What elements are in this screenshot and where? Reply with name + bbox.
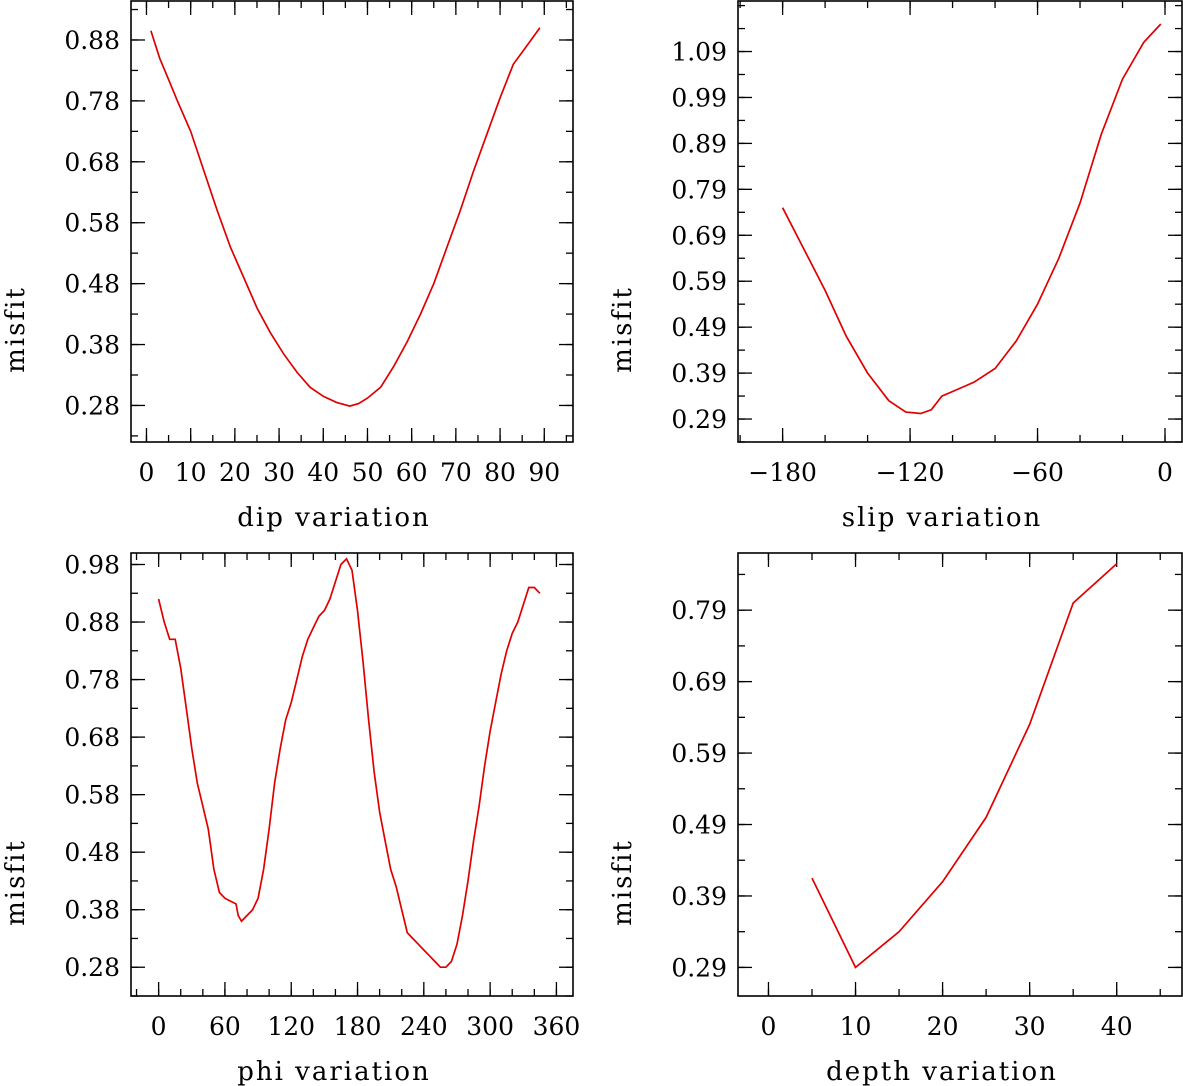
phi-y-tick-label: 0.58: [64, 781, 120, 810]
phi-x-tick-label: 60: [209, 1012, 241, 1041]
slip-y-tick-label: 0.79: [671, 175, 727, 204]
dip-x-tick-label: 0: [139, 458, 155, 487]
slip-y-tick-label: 0.99: [671, 83, 727, 112]
dip-x-tick-label: 80: [484, 458, 516, 487]
depth-x-tick-label: 10: [840, 1012, 872, 1041]
slip-y-tick-label: 0.29: [671, 405, 727, 434]
dip-x-tick-label: 20: [219, 458, 251, 487]
phi-x-tick-label: 240: [400, 1012, 448, 1041]
phi-y-tick-label: 0.78: [64, 666, 120, 695]
depth-x-axis-title: depth variation: [826, 1057, 1058, 1086]
slip-x-axis-title: slip variation: [842, 503, 1042, 533]
phi-y-tick-label: 0.98: [64, 551, 120, 580]
dip-x-tick-label: 60: [396, 458, 428, 487]
dip-y-tick-label: 0.68: [64, 148, 120, 177]
dip-x-axis-title: dip variation: [237, 503, 430, 533]
depth-misfit-curve: [811, 563, 1118, 969]
dip-x-tick-label: 50: [352, 458, 384, 487]
dip-y-axis-title: misfit: [1, 286, 31, 373]
phi-variation-plot: 0 60 120 180 240 300 360 0.28 0.38 0.48 0.58 0.68 0.…: [1, 551, 580, 1086]
depth-x-tick-label: 30: [1014, 1012, 1046, 1041]
depth-y-tick-label: 0.29: [671, 953, 727, 982]
depth-x-tick-label: 0: [761, 1012, 777, 1041]
depth-y-tick-label: 0.39: [671, 882, 727, 911]
slip-x-tick-label: −180: [748, 458, 817, 487]
dip-x-tick-label: 90: [528, 458, 560, 487]
phi-x-tick-label: 120: [267, 1012, 315, 1041]
slip-y-tick-label: 0.49: [671, 313, 727, 342]
slip-x-tick-label: −120: [876, 458, 945, 487]
depth-plot-frame: [737, 552, 1183, 997]
phi-x-tick-label: 300: [466, 1012, 514, 1041]
depth-y-tick-label: 0.79: [671, 596, 727, 625]
dip-x-tick-label: 40: [307, 458, 339, 487]
phi-x-axis-title: phi variation: [237, 1057, 431, 1086]
dip-y-tick-label: 0.88: [64, 26, 120, 55]
phi-y-axis-title: misfit: [1, 839, 31, 926]
phi-y-tick-label: 0.68: [64, 723, 120, 752]
phi-misfit-curve: [157, 557, 541, 969]
slip-y-tick-label: 0.39: [671, 359, 727, 388]
depth-x-tick-label: 20: [927, 1012, 959, 1041]
slip-y-tick-label: 0.59: [671, 267, 727, 296]
dip-variation-plot: 0 10 20 30 40 50 60 70 80 90 0.28 0.38 0.48 0.58 0.68 0…: [1, 0, 574, 533]
dip-x-tick-label: 70: [440, 458, 472, 487]
dip-x-tick-label: 30: [263, 458, 295, 487]
slip-x-tick-label: 0: [1157, 458, 1173, 487]
phi-x-tick-label: 0: [151, 1012, 167, 1041]
slip-y-tick-label: 0.69: [671, 221, 727, 250]
slip-plot-frame: [737, 0, 1183, 443]
dip-x-tick-label: 10: [175, 458, 207, 487]
phi-y-tick-label: 0.28: [64, 953, 120, 982]
dip-misfit-curve: [150, 27, 541, 407]
phi-x-tick-label: 360: [533, 1012, 581, 1041]
phi-x-tick-label: 180: [334, 1012, 382, 1041]
slip-variation-plot: −180 −120 −60 0 0.29 0.39 0.49 0.59 0.69 0.79 0.89…: [608, 0, 1183, 533]
dip-y-tick-label: 0.38: [64, 331, 120, 360]
phi-y-tick-label: 0.48: [64, 838, 120, 867]
depth-y-tick-label: 0.69: [671, 668, 727, 697]
dip-y-tick-label: 0.48: [64, 270, 120, 299]
phi-plot-frame: [130, 552, 574, 997]
dip-y-tick-label: 0.78: [64, 87, 120, 116]
phi-y-tick-label: 0.88: [64, 608, 120, 637]
dip-plot-frame: [130, 0, 574, 443]
phi-y-tick-label: 0.38: [64, 896, 120, 925]
depth-x-tick-label: 40: [1101, 1012, 1133, 1041]
dip-y-tick-label: 0.28: [64, 391, 120, 420]
depth-variation-plot: 0 10 20 30 40 0.29 0.39 0.49 0.59 0.69 0.79 depth v…: [608, 552, 1183, 1086]
slip-y-axis-title: misfit: [608, 286, 638, 373]
depth-y-tick-label: 0.59: [671, 739, 727, 768]
depth-y-tick-label: 0.49: [671, 811, 727, 840]
depth-y-axis-title: misfit: [608, 839, 638, 926]
slip-misfit-curve: [781, 23, 1162, 415]
dip-y-tick-label: 0.58: [64, 209, 120, 238]
slip-x-tick-label: −60: [1011, 458, 1064, 487]
slip-y-tick-label: 0.89: [671, 129, 727, 158]
slip-y-tick-label: 1.09: [671, 38, 727, 67]
